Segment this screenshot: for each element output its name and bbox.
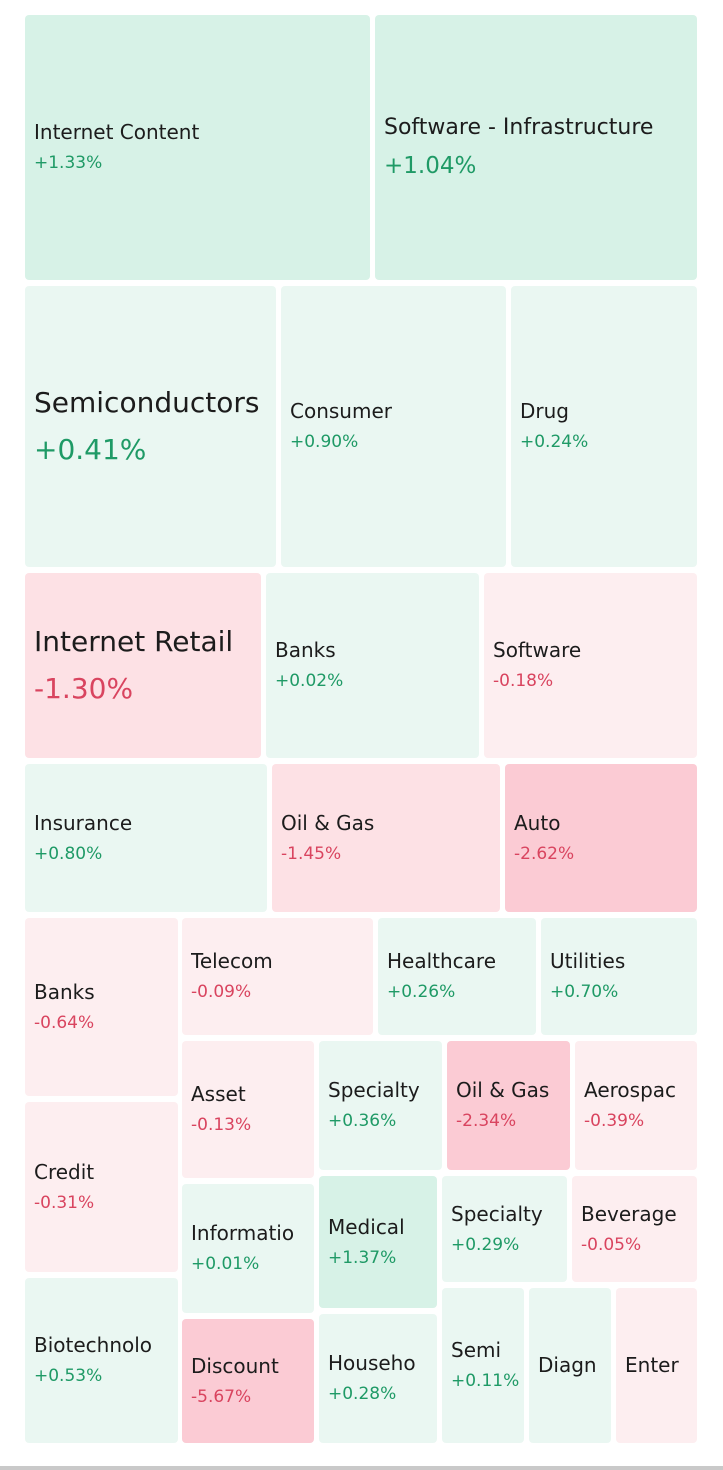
- treemap-tile-biotechnolo[interactable]: Biotechnolo +0.53%: [25, 1278, 178, 1443]
- tile-change: -0.09%: [191, 982, 252, 1003]
- tile-change: +0.53%: [34, 1366, 103, 1387]
- tile-name: Enter: [625, 1354, 679, 1377]
- treemap-tile-software[interactable]: Software -0.18%: [484, 573, 697, 758]
- treemap-tile-enter[interactable]: Enter: [616, 1288, 697, 1443]
- treemap-tile-beverage[interactable]: Beverage -0.05%: [572, 1176, 697, 1282]
- treemap-tile-househo[interactable]: Househo +0.28%: [319, 1314, 437, 1443]
- tile-name: Semiconductors: [34, 387, 260, 420]
- tile-name: Telecom: [191, 950, 273, 974]
- tile-change: -1.45%: [281, 843, 342, 864]
- treemap-tile-credit[interactable]: Credit -0.31%: [25, 1102, 178, 1272]
- treemap-tile-specialty[interactable]: Specialty +0.36%: [319, 1041, 442, 1170]
- tile-name: Medical: [328, 1215, 405, 1239]
- bottom-divider: [0, 1466, 723, 1470]
- treemap-tile-semiconductors[interactable]: Semiconductors +0.41%: [25, 286, 276, 567]
- treemap-tile-utilities[interactable]: Utilities +0.70%: [541, 918, 697, 1035]
- tile-name: Utilities: [550, 950, 626, 974]
- tile-name: Credit: [34, 1160, 95, 1184]
- treemap-tile-telecom[interactable]: Telecom -0.09%: [182, 918, 373, 1035]
- tile-name: Software - Infrastructure: [384, 115, 654, 141]
- tile-change: -2.62%: [514, 843, 575, 864]
- tile-change: +1.33%: [34, 153, 103, 174]
- tile-change: -0.64%: [34, 1012, 95, 1033]
- tile-change: -0.31%: [34, 1192, 95, 1213]
- tile-name: Specialty: [451, 1202, 543, 1226]
- tile-change: +0.24%: [520, 432, 589, 453]
- tile-name: Banks: [275, 639, 336, 663]
- treemap-tile-oil-and-gas[interactable]: Oil & Gas -1.45%: [272, 764, 500, 912]
- treemap-tile-asset[interactable]: Asset -0.13%: [182, 1041, 314, 1178]
- tile-change: -1.30%: [34, 671, 134, 705]
- treemap-tile-medical[interactable]: Medical +1.37%: [319, 1176, 437, 1308]
- tile-name: Househo: [328, 1352, 416, 1376]
- tile-change: +0.41%: [34, 432, 147, 466]
- tile-change: +0.26%: [387, 982, 456, 1003]
- treemap-tile-internet-retail[interactable]: Internet Retail -1.30%: [25, 573, 261, 758]
- tile-name: Healthcare: [387, 950, 497, 974]
- tile-name: Oil & Gas: [456, 1079, 550, 1103]
- tile-name: Oil & Gas: [281, 811, 375, 835]
- tile-name: Asset: [191, 1083, 246, 1107]
- tile-change: -0.39%: [584, 1111, 645, 1132]
- tile-change: +0.36%: [328, 1111, 397, 1132]
- tile-change: -2.34%: [456, 1111, 517, 1132]
- treemap-tile-insurance[interactable]: Insurance +0.80%: [25, 764, 267, 912]
- tile-name: Insurance: [34, 811, 133, 835]
- tile-change: -0.13%: [191, 1115, 252, 1136]
- treemap-tile-discount[interactable]: Discount -5.67%: [182, 1319, 314, 1443]
- tile-change: +0.70%: [550, 982, 619, 1003]
- treemap-tile-oil-and-gas[interactable]: Oil & Gas -2.34%: [447, 1041, 570, 1170]
- treemap-tile-specialty[interactable]: Specialty +0.29%: [442, 1176, 567, 1282]
- treemap-tile-semi[interactable]: Semi +0.11%: [442, 1288, 524, 1443]
- tile-name: Consumer: [290, 400, 392, 424]
- tile-name: Auto: [514, 811, 561, 835]
- tile-change: +1.37%: [328, 1247, 397, 1268]
- tile-change: -0.05%: [581, 1234, 642, 1255]
- treemap-tile-consumer[interactable]: Consumer +0.90%: [281, 286, 506, 567]
- treemap-tile-drug[interactable]: Drug +0.24%: [511, 286, 697, 567]
- tile-change: +0.28%: [328, 1384, 397, 1405]
- tile-change: +0.29%: [451, 1234, 520, 1255]
- treemap-tile-informatio[interactable]: Informatio +0.01%: [182, 1184, 314, 1313]
- treemap-tile-diagn[interactable]: Diagn: [529, 1288, 611, 1443]
- tile-change: -5.67%: [191, 1386, 252, 1407]
- tile-name: Drug: [520, 400, 569, 424]
- treemap-tile-aerospac[interactable]: Aerospac -0.39%: [575, 1041, 697, 1170]
- tile-name: Semi: [451, 1339, 502, 1363]
- tile-name: Informatio: [191, 1222, 295, 1246]
- tile-name: Internet Retail: [34, 626, 234, 659]
- tile-name: Discount: [191, 1354, 279, 1378]
- tile-change: +0.80%: [34, 843, 103, 864]
- tile-change: +0.90%: [290, 432, 359, 453]
- tile-name: Internet Content: [34, 121, 200, 145]
- tile-change: +0.11%: [451, 1371, 520, 1392]
- tile-name: Aerospac: [584, 1079, 677, 1103]
- treemap-tile-software-infrastructure[interactable]: Software - Infrastructure +1.04%: [375, 15, 697, 280]
- tile-name: Software: [493, 639, 582, 663]
- tile-change: +1.04%: [384, 153, 477, 180]
- tile-name: Banks: [34, 980, 95, 1004]
- tile-change: +0.01%: [191, 1254, 260, 1275]
- tile-name: Specialty: [328, 1079, 420, 1103]
- tile-change: -0.18%: [493, 671, 554, 692]
- tile-name: Diagn: [538, 1354, 597, 1377]
- tile-change: +0.02%: [275, 671, 344, 692]
- treemap-tile-internet-content[interactable]: Internet Content +1.33%: [25, 15, 370, 280]
- tile-name: Biotechnolo: [34, 1334, 153, 1358]
- treemap-tile-banks[interactable]: Banks -0.64%: [25, 918, 178, 1096]
- treemap-tile-healthcare[interactable]: Healthcare +0.26%: [378, 918, 536, 1035]
- treemap-tile-auto[interactable]: Auto -2.62%: [505, 764, 697, 912]
- treemap-tile-banks[interactable]: Banks +0.02%: [266, 573, 479, 758]
- tile-name: Beverage: [581, 1202, 677, 1226]
